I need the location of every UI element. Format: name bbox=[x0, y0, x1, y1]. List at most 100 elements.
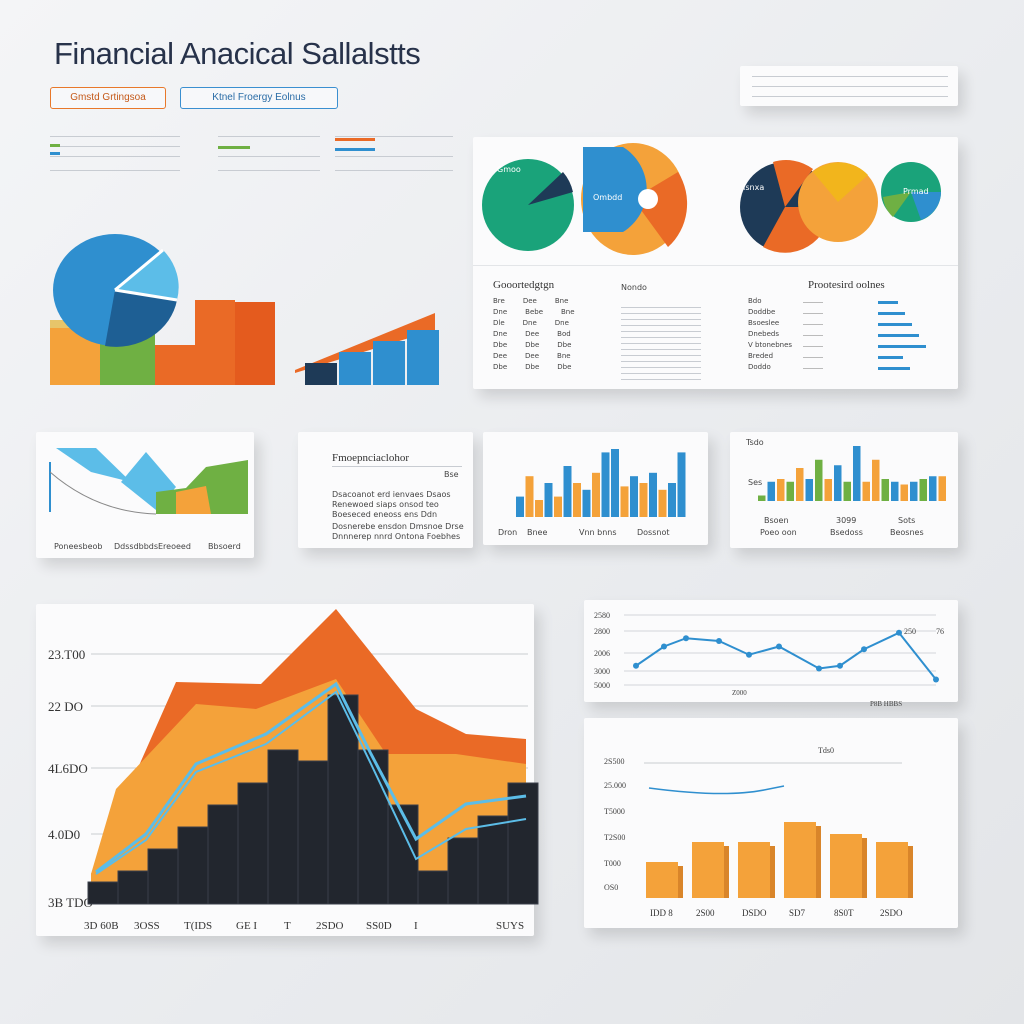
bar2-xlabel: Bsoen bbox=[764, 516, 789, 525]
bar1-bar bbox=[668, 483, 676, 517]
filter-pill-energy[interactable]: Ktnel Froergy Eolnus bbox=[180, 87, 338, 109]
right-table-cell: Bdo bbox=[748, 297, 762, 305]
bar1-bar bbox=[573, 483, 581, 517]
bar2-bar bbox=[843, 481, 851, 501]
bar3-y-tick: T000 bbox=[604, 859, 621, 868]
big-y-tick: 23.T00 bbox=[48, 647, 85, 662]
text-card-line: Boeseced eneoss ens Ddn bbox=[332, 510, 438, 519]
bar3-bar bbox=[738, 842, 770, 898]
summary-lines-card bbox=[740, 66, 958, 106]
left-table-row: Dne Dee Bod bbox=[493, 330, 603, 341]
bar3-bar bbox=[784, 822, 816, 898]
big-area-bar bbox=[507, 782, 539, 905]
big-area-bar bbox=[357, 749, 389, 905]
text-card-line: Dnnnerep nnrd Ontona Foebhes bbox=[332, 532, 461, 541]
filter-pill-growth[interactable]: Gmstd Grtingsoa bbox=[50, 87, 166, 109]
bar3-bar bbox=[646, 862, 678, 898]
right-table-bar bbox=[878, 301, 898, 304]
left-table-header: Gooortedgtgn bbox=[493, 279, 555, 291]
line-right-label: 250 bbox=[904, 627, 916, 636]
line-y-tick: 2580 bbox=[594, 611, 610, 620]
right-table-cell: Breded bbox=[748, 352, 774, 360]
big-area-bar bbox=[297, 760, 329, 905]
line-chart: 2580 2800 2006 3000 5000 250 76 Z000 P8B HBBS bbox=[594, 611, 944, 708]
big-x-tick: GE I bbox=[236, 920, 257, 932]
bar1-bar bbox=[601, 452, 610, 517]
bar2-bar bbox=[777, 479, 785, 501]
big-x-tick: 3D 60B bbox=[84, 920, 119, 932]
bar-chart-1 bbox=[516, 449, 686, 517]
left-table-cell: Dne bbox=[554, 319, 569, 327]
big-area-line-2 bbox=[95, 690, 527, 875]
line-point bbox=[837, 662, 843, 669]
line-point bbox=[933, 676, 939, 683]
mini-area-label: Ereoeed bbox=[158, 542, 191, 551]
page-title: Financial Anacical Sallalstts bbox=[54, 36, 421, 71]
line-y-tick: 3000 bbox=[594, 667, 610, 676]
mini-area-label: Bbsoerd bbox=[208, 542, 241, 551]
bar3-bar bbox=[830, 834, 862, 898]
left-table-sub: Nondo bbox=[621, 283, 647, 292]
line-point bbox=[683, 635, 689, 642]
right-table-cell: Doddo bbox=[748, 363, 771, 371]
bar3-x-tick: SD7 bbox=[789, 908, 806, 918]
big-area-bar bbox=[447, 837, 479, 905]
line-point bbox=[746, 651, 752, 658]
bar2-xlabel: Beosnes bbox=[890, 528, 924, 537]
left-table-row: Dbe Dbe Dbe bbox=[493, 341, 603, 352]
bar3-y-tick: 25.000 bbox=[604, 781, 626, 790]
left-table-cell: Dne bbox=[493, 308, 508, 316]
bar3-bar-side bbox=[770, 846, 775, 898]
bar1-bar bbox=[544, 483, 553, 517]
left-table-cell: Dne bbox=[522, 319, 537, 327]
big-x-tick: SS0D bbox=[366, 920, 392, 932]
left-table-cell: Dee bbox=[522, 297, 537, 305]
line-x-label: Z000 bbox=[732, 689, 747, 697]
rising-bar bbox=[407, 330, 439, 385]
bar3-y-tick: OS0 bbox=[604, 883, 618, 892]
mini-area-label: Ddssdbbds bbox=[114, 542, 159, 551]
left-table-cell: Bre bbox=[493, 297, 505, 305]
big-x-tick: T bbox=[284, 920, 291, 932]
line-y-tick: 2006 bbox=[594, 649, 610, 658]
left-table-cell: Dbe bbox=[493, 363, 508, 371]
line-point bbox=[661, 643, 667, 650]
big-area-card: 23.T00 22 DO 4L6DO 4.0D0 3B TDO 3D 60B 3OSS T(I… bbox=[36, 604, 539, 936]
left-table-row: Dbe Dbe Dbe bbox=[493, 363, 603, 374]
text-card-line: Dosnerebe ensdon Dmsnoe Drse bbox=[332, 522, 464, 531]
left-table-cell: Dee bbox=[493, 352, 508, 360]
left-table-cell: Dbe bbox=[493, 341, 508, 349]
bar2-bar bbox=[815, 459, 823, 501]
bar2-xlabel: 3099 bbox=[836, 516, 857, 525]
left-table-cell: Dle bbox=[493, 319, 505, 327]
bar1-bar bbox=[516, 496, 524, 517]
bar-chart-card-3: Tds0 2S500 25.000 T5000 T2S00 T000 OS0 IDD 8 2S0… bbox=[584, 718, 958, 928]
text-card-line: Renewoed siaps onsod teo bbox=[332, 500, 439, 509]
big-x-tick: 3OSS bbox=[134, 920, 160, 932]
bar1-bar bbox=[630, 476, 638, 517]
right-table-row: Bsoeslee bbox=[748, 319, 948, 330]
bar3-x-tick: DSDO bbox=[742, 908, 767, 918]
line-y-tick: 5000 bbox=[594, 681, 610, 690]
bar3-bar-side bbox=[908, 846, 913, 898]
bar1-bar bbox=[525, 476, 534, 517]
bar1-bar bbox=[649, 472, 657, 517]
bar2-bar bbox=[938, 476, 946, 501]
left-table-cell: Dbe bbox=[525, 341, 540, 349]
left-table-cell: Bod bbox=[557, 330, 571, 338]
mini-area-label: Poneesbeob bbox=[54, 542, 103, 551]
bar1-bar bbox=[677, 452, 686, 517]
bar2-bar bbox=[862, 481, 870, 501]
rising-bar bbox=[373, 341, 405, 385]
bar2-bar bbox=[786, 481, 794, 501]
pie-table-panel: Gmoo Ombdd Isnxa Prmad Gooortedgtgn Nond… bbox=[473, 137, 958, 389]
right-table-row: Dnebeds bbox=[748, 330, 948, 341]
left-table-cell: Dbe bbox=[525, 363, 540, 371]
left-table-cell: Dbe bbox=[557, 363, 572, 371]
left-table-row: Dle Dne Dne bbox=[493, 319, 603, 330]
left-table-cell: Dbe bbox=[557, 341, 572, 349]
line-point bbox=[861, 646, 867, 653]
right-table-bar bbox=[878, 323, 912, 326]
right-table-cell: Bsoeslee bbox=[748, 319, 780, 327]
bar3-trendline bbox=[648, 785, 785, 795]
